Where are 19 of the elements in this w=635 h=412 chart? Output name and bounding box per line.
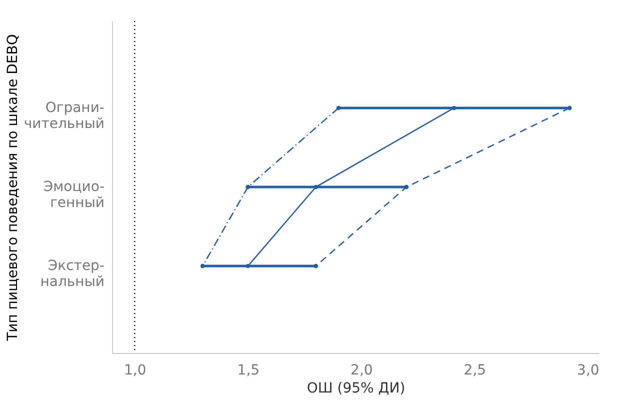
point — [567, 106, 572, 110]
x-tick-label: 1,0 — [124, 362, 146, 378]
point — [314, 264, 318, 268]
point — [200, 264, 205, 268]
point — [314, 184, 318, 190]
x-tick-label: 2,5 — [464, 362, 486, 378]
point — [452, 106, 456, 110]
y-axis-title: Тип пищевого поведения по шкале DEBQ — [4, 34, 21, 342]
y-tick-label: Экстер- нальный — [40, 258, 104, 290]
x-tick-label: 3,0 — [577, 362, 600, 378]
x-axis-title: ОШ (95% ДИ) — [306, 380, 406, 396]
x-tick-label: 1,5 — [237, 362, 260, 378]
point — [336, 106, 341, 110]
point — [404, 184, 409, 190]
point — [246, 184, 250, 190]
x-tick-label: 2,0 — [350, 362, 373, 378]
y-tick-label: Ограни- чительный — [24, 100, 104, 132]
y-tick-label: Эмоцио- генный — [43, 179, 104, 211]
point — [246, 264, 250, 268]
